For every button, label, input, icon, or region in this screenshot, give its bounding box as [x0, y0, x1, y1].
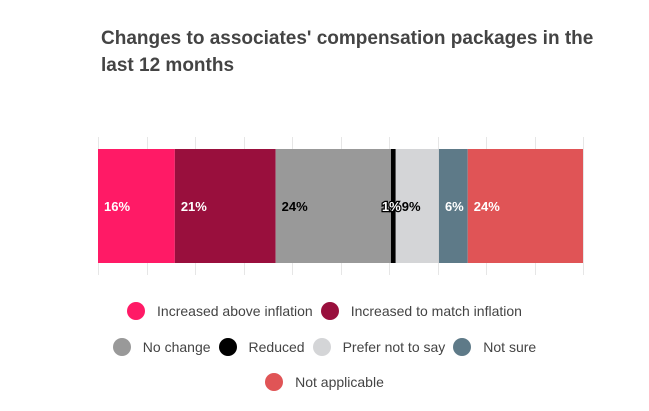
- chart-title: Changes to associates' compensation pack…: [101, 28, 594, 76]
- legend-swatch-icon: [112, 338, 131, 356]
- data-label-not-applicable: 24%: [474, 199, 500, 214]
- bar-segment-increased-above-inflation[interactable]: [98, 149, 175, 263]
- legend-label: Increased above inflation: [157, 303, 313, 319]
- legend-item-not-sure[interactable]: Not sure: [453, 338, 536, 356]
- data-label-prefer-not-to-say: 9%: [402, 199, 421, 214]
- legend-swatch-icon: [127, 302, 146, 320]
- legend-label: Prefer not to say: [342, 339, 446, 355]
- data-labels: 16% 21% 24% 1% 9% 6% 24%: [104, 198, 500, 216]
- legend-swatch-icon: [312, 338, 331, 356]
- bar-segment-no-change[interactable]: [275, 149, 391, 263]
- legend-item-prefer-not-to-say[interactable]: Prefer not to say: [312, 338, 446, 356]
- stacked-bar-chart: 16% 21% 24% 1% 9% 6% 24%: [98, 137, 584, 275]
- data-label-not-sure: 6%: [445, 199, 464, 214]
- legend-label: Reduced: [248, 339, 305, 355]
- legend-item-not-applicable[interactable]: Not applicable: [265, 373, 384, 391]
- data-label-no-change: 24%: [282, 199, 308, 214]
- data-label-increased-above-inflation: 16%: [104, 199, 130, 214]
- legend-swatch-icon: [453, 338, 472, 356]
- data-label-increased-to-match-inflation: 21%: [181, 199, 207, 214]
- bar-segment-not-sure[interactable]: [438, 149, 468, 263]
- legend-item-increased-above-inflation[interactable]: Increased above inflation: [127, 302, 313, 320]
- legend-label: Not sure: [483, 339, 537, 355]
- legend-swatch-icon: [218, 338, 237, 356]
- legend-item-reduced[interactable]: Reduced: [218, 338, 305, 356]
- bar-segment-increased-to-match-inflation[interactable]: [174, 149, 276, 263]
- data-label-reduced: 1%: [382, 199, 401, 214]
- legend-item-no-change[interactable]: No change: [112, 338, 211, 356]
- legend-label: Not applicable: [295, 374, 384, 390]
- legend-label: No change: [142, 339, 211, 355]
- legend-row: Not applicable: [0, 373, 649, 391]
- legend-swatch-icon: [265, 373, 284, 391]
- legend-row: No change Reduced Prefer not to say Not sur…: [0, 338, 649, 356]
- bar-segment-not-applicable[interactable]: [467, 149, 583, 263]
- bar-segment-reduced[interactable]: [390, 149, 396, 263]
- bar-segments: [98, 149, 583, 263]
- legend-label: Increased to match inflation: [350, 303, 522, 319]
- legend-swatch-icon: [320, 302, 339, 320]
- legend-item-increased-to-match-inflation[interactable]: Increased to match inflation: [320, 302, 522, 320]
- legend-row: Increased above inflation Increased to ma…: [0, 302, 649, 320]
- bar-segment-prefer-not-to-say[interactable]: [395, 149, 439, 263]
